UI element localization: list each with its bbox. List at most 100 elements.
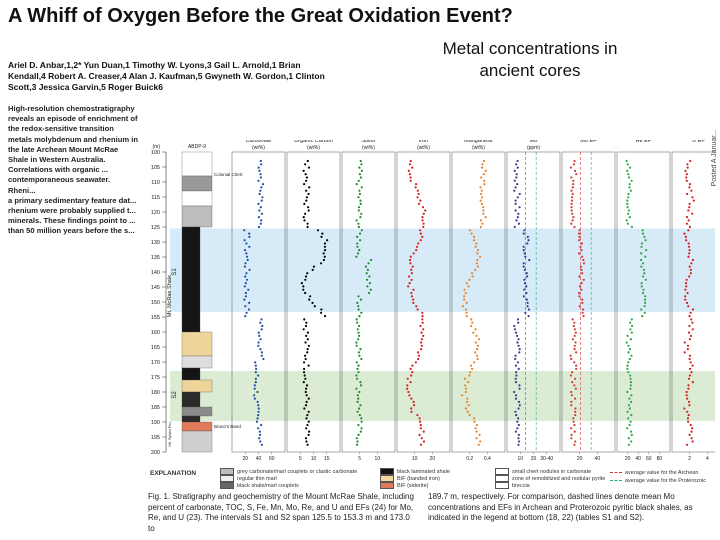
data-point	[465, 301, 468, 304]
data-point	[409, 381, 412, 384]
data-point	[303, 318, 306, 321]
data-point	[416, 351, 420, 354]
data-point	[358, 354, 361, 357]
data-point	[243, 265, 246, 268]
data-point	[357, 305, 360, 308]
data-point	[408, 258, 412, 262]
paper-authors: Ariel D. Anbar,1,2* Yun Duan,1 Timothy W…	[8, 60, 325, 92]
data-point	[581, 301, 584, 304]
data-point	[643, 235, 646, 238]
data-point	[322, 258, 326, 262]
column-unit: (wt%)	[362, 145, 375, 151]
data-point	[407, 285, 410, 288]
data-point	[305, 400, 308, 403]
data-point	[685, 301, 689, 304]
data-point	[358, 232, 362, 235]
data-point	[581, 311, 584, 314]
data-point	[306, 222, 309, 225]
data-point	[625, 219, 628, 222]
data-point	[304, 291, 307, 295]
data-point	[360, 311, 363, 314]
data-point	[526, 235, 529, 238]
data-point	[690, 189, 693, 192]
data-point	[357, 397, 360, 400]
data-column-frame	[561, 151, 616, 453]
data-point	[417, 202, 421, 205]
data-point	[472, 331, 475, 334]
data-point	[259, 348, 262, 351]
data-point	[688, 249, 691, 252]
data-point	[522, 249, 525, 252]
data-point	[524, 255, 527, 258]
data-point	[627, 192, 630, 196]
data-point	[578, 235, 581, 238]
data-point	[463, 298, 466, 301]
legend-item: average value for the Archean	[610, 470, 698, 476]
data-point	[254, 381, 257, 384]
data-point	[630, 324, 634, 328]
data-point	[515, 173, 518, 176]
data-point	[257, 344, 260, 347]
data-point	[466, 397, 469, 400]
data-point	[642, 268, 646, 271]
data-point	[687, 414, 690, 417]
data-point	[410, 407, 413, 410]
data-point	[257, 202, 260, 205]
data-point	[688, 315, 691, 318]
data-point	[244, 275, 247, 278]
column-tick-label: 15	[324, 456, 330, 462]
data-point	[516, 318, 520, 321]
legend-item: black shale/marl couplets	[220, 482, 299, 489]
data-point	[469, 324, 473, 328]
data-point	[260, 354, 263, 357]
data-point	[246, 258, 249, 262]
data-point	[419, 341, 423, 344]
data-point	[358, 239, 362, 242]
depth-tick-label: 100	[151, 150, 160, 156]
data-point	[569, 374, 573, 377]
data-point	[411, 364, 414, 367]
data-point	[304, 163, 307, 166]
data-point	[243, 298, 246, 301]
data-point	[643, 311, 646, 314]
data-point	[515, 176, 518, 179]
data-point	[411, 265, 414, 268]
data-point	[516, 166, 519, 169]
data-point	[355, 344, 358, 347]
data-point	[410, 272, 413, 275]
data-point	[468, 229, 472, 232]
data-point	[421, 318, 424, 321]
strat-layer	[181, 391, 201, 408]
data-point	[360, 212, 363, 215]
column-unit: (wt%)	[472, 145, 485, 151]
data-point	[417, 357, 420, 361]
column-title: Manganese	[464, 140, 493, 144]
data-point	[523, 282, 527, 285]
data-point	[686, 344, 690, 347]
data-point	[578, 229, 581, 232]
data-point	[629, 384, 632, 387]
data-point	[474, 351, 477, 354]
data-point	[469, 364, 473, 367]
data-point	[640, 282, 643, 285]
data-point	[641, 229, 644, 232]
data-point	[514, 209, 517, 212]
data-point	[578, 295, 581, 298]
data-point	[580, 282, 583, 285]
data-point	[305, 387, 308, 390]
data-point	[626, 222, 629, 225]
data-point	[691, 212, 694, 215]
data-point	[627, 196, 630, 199]
data-point	[518, 387, 521, 390]
data-point	[630, 394, 633, 397]
data-point	[419, 239, 422, 242]
data-point	[688, 202, 691, 205]
data-point	[515, 371, 518, 374]
data-point	[357, 225, 361, 229]
data-point	[305, 394, 308, 397]
column-unit: (wt%)	[252, 145, 265, 151]
data-point	[248, 232, 251, 235]
data-point	[302, 216, 305, 219]
data-point	[685, 216, 689, 219]
data-point	[517, 212, 520, 215]
